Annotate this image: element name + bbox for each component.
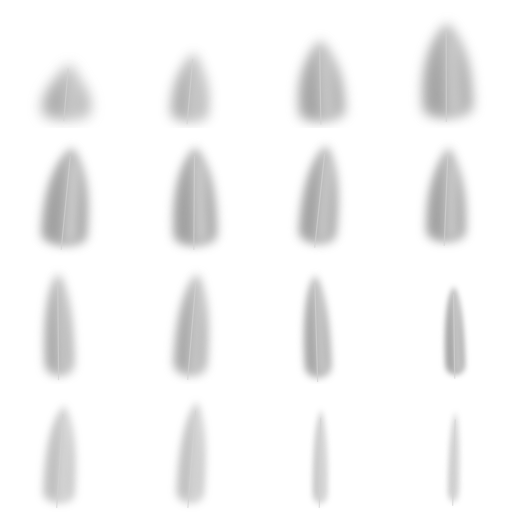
feather-icon [422, 22, 474, 122]
feather-body [447, 290, 463, 371]
sprite-frame [0, 256, 128, 384]
feather-shaft [193, 155, 196, 251]
feather-icon [44, 272, 74, 381]
feather-shaft [452, 419, 456, 506]
feather-body [48, 278, 70, 371]
feather-shaft [56, 414, 64, 508]
feather-shaft [319, 47, 322, 125]
feather-body [179, 406, 202, 499]
sprite-frame [256, 128, 384, 256]
feather-icon [298, 145, 338, 248]
feather-shaft [187, 410, 197, 508]
feather-icon [175, 401, 206, 508]
feather-icon [298, 40, 346, 125]
feather-icon [312, 409, 328, 508]
sprite-frame [256, 384, 384, 512]
feather-icon [447, 411, 460, 506]
feather-icon [426, 147, 466, 246]
feather-body [178, 151, 212, 242]
feather-body [304, 44, 339, 118]
feather-icon [303, 274, 332, 383]
sprite-frame [128, 0, 256, 128]
sprite-frame [384, 256, 512, 384]
feather-shaft [60, 156, 71, 250]
sprite-frame [256, 256, 384, 384]
feather-shaft [318, 417, 322, 508]
feather-icon [173, 273, 208, 380]
feather-shaft [452, 294, 456, 379]
feather-shaft [63, 68, 69, 122]
sprite-frame [384, 384, 512, 512]
feather-shaft [187, 282, 197, 380]
sprite-frame [0, 128, 128, 256]
feather-body [307, 280, 328, 373]
feather-shaft [445, 31, 447, 122]
feather-shaft [314, 284, 319, 383]
feather-body [47, 152, 83, 242]
feather-body [428, 27, 467, 114]
feather-icon [42, 405, 76, 508]
feather-shaft [186, 58, 194, 125]
feather-shaft [314, 154, 326, 248]
sprite-frame [384, 128, 512, 256]
sprite-frame [128, 256, 256, 384]
sprite-frame [0, 0, 128, 128]
feather-icon [40, 147, 89, 250]
sprite-frame [384, 0, 512, 128]
feather-icon [444, 286, 466, 379]
sprite-frame [128, 384, 256, 512]
feather-body [303, 150, 333, 240]
feather-shaft [443, 155, 449, 246]
sprite-frame [128, 128, 256, 256]
sprite-frame [256, 0, 384, 128]
sprite-frame [0, 384, 128, 512]
feather-body [178, 278, 204, 371]
feather-icon [172, 146, 218, 251]
feather-body [175, 55, 204, 119]
feather-icon [41, 63, 91, 122]
feather-body [46, 410, 72, 500]
feather-icon [170, 52, 209, 125]
feather-shaft [57, 282, 60, 381]
